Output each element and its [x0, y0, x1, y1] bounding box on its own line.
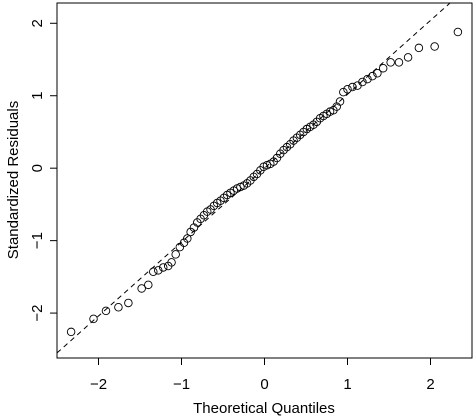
point: [219, 193, 229, 203]
point: [378, 63, 388, 73]
point: [403, 53, 413, 62]
point: [386, 58, 395, 67]
point: [368, 71, 377, 81]
y-tick-label: 2: [29, 19, 46, 27]
plot-frame: [56, 2, 473, 359]
point: [282, 142, 292, 152]
reference-line: [57, 3, 451, 354]
y-tick-label: 1: [29, 92, 46, 100]
point: [124, 298, 133, 308]
point: [144, 280, 153, 290]
x-tick-label: 2: [426, 376, 434, 393]
x-axis-label: Theoretical Quantiles: [193, 400, 335, 417]
point: [414, 43, 424, 53]
point: [137, 284, 146, 293]
point: [114, 303, 123, 312]
point: [394, 58, 404, 67]
x-tick-label: 1: [343, 376, 351, 393]
point: [186, 227, 195, 237]
point: [430, 42, 439, 51]
point: [183, 234, 192, 243]
y-tick-label: −2: [29, 305, 46, 322]
point: [373, 69, 382, 78]
point: [179, 238, 189, 248]
y-tick-label: 0: [29, 164, 46, 172]
point: [358, 77, 367, 87]
point: [149, 267, 158, 277]
point: [295, 130, 305, 140]
y-axis-label: Standardized Residuals: [5, 101, 22, 259]
point: [101, 306, 111, 316]
point: [292, 133, 302, 143]
point: [348, 82, 357, 92]
point: [272, 153, 282, 163]
point: [171, 250, 180, 259]
x-tick-label: −2: [90, 376, 107, 393]
point: [158, 263, 168, 272]
y-tick-label: −1: [29, 232, 46, 249]
point: [89, 314, 98, 324]
point: [363, 74, 372, 84]
point: [335, 97, 345, 106]
point: [453, 27, 463, 37]
x-tick-label: 0: [260, 376, 268, 393]
point: [154, 266, 163, 275]
point: [353, 81, 362, 90]
point: [299, 127, 308, 137]
point: [66, 327, 76, 337]
point: [343, 84, 352, 94]
x-tick-label: −1: [173, 376, 190, 393]
point: [167, 258, 176, 267]
point: [175, 242, 185, 252]
